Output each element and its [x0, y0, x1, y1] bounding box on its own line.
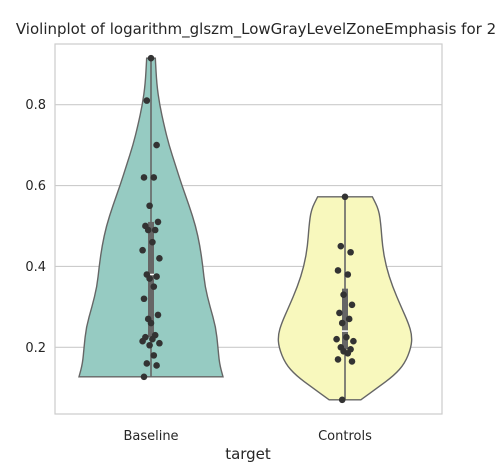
data-point	[150, 352, 158, 359]
data-point	[146, 275, 153, 282]
data-point	[338, 396, 346, 404]
chart-title: Violinplot of logarithm_glszm_LowGrayLev…	[16, 20, 496, 39]
data-point	[336, 309, 343, 317]
data-point	[140, 174, 148, 181]
data-point	[140, 373, 148, 381]
y-tick-label: 0.8	[25, 98, 46, 113]
data-point	[151, 226, 159, 234]
data-point	[156, 255, 163, 262]
data-point	[154, 311, 162, 319]
data-point	[147, 54, 155, 62]
violin-group-baseline	[78, 54, 224, 381]
data-point	[139, 337, 146, 345]
data-point	[348, 358, 356, 365]
violins	[78, 54, 413, 404]
xtick-controls: Controls	[318, 429, 372, 444]
x-tick-labels: Baseline Controls	[123, 429, 372, 444]
y-tick-labels: 0.2 0.4 0.6 0.8	[25, 98, 46, 356]
data-point	[341, 193, 349, 201]
x-axis-label: target	[225, 445, 271, 463]
data-point	[338, 319, 346, 327]
data-point	[334, 267, 342, 274]
data-point	[143, 97, 151, 104]
data-point	[149, 335, 156, 343]
data-point	[348, 301, 356, 309]
y-tick-label: 0.4	[25, 260, 46, 275]
data-point	[344, 350, 352, 357]
data-point	[143, 360, 151, 367]
data-point	[347, 248, 354, 256]
data-point	[340, 291, 347, 299]
data-point	[153, 362, 160, 369]
data-point	[139, 246, 146, 254]
data-point	[156, 339, 163, 347]
data-point	[146, 341, 153, 349]
data-point	[333, 335, 340, 343]
data-point	[350, 337, 357, 345]
data-point	[150, 174, 158, 181]
data-point	[144, 226, 152, 234]
violin-iqr-box	[342, 288, 348, 350]
data-point	[344, 271, 352, 278]
xtick-baseline: Baseline	[123, 429, 178, 444]
violin-group-controls	[277, 193, 413, 404]
data-point	[153, 273, 160, 280]
data-point	[150, 283, 158, 290]
data-point	[147, 319, 155, 327]
data-point	[149, 238, 156, 246]
data-point	[154, 218, 162, 226]
data-point	[345, 315, 353, 323]
data-point	[343, 333, 350, 341]
y-tick-label: 0.6	[25, 179, 46, 194]
data-point	[337, 242, 345, 250]
data-point	[140, 295, 148, 303]
data-point	[334, 356, 342, 363]
y-tick-label: 0.2	[25, 341, 46, 356]
data-point	[146, 202, 153, 210]
data-point	[153, 141, 160, 149]
